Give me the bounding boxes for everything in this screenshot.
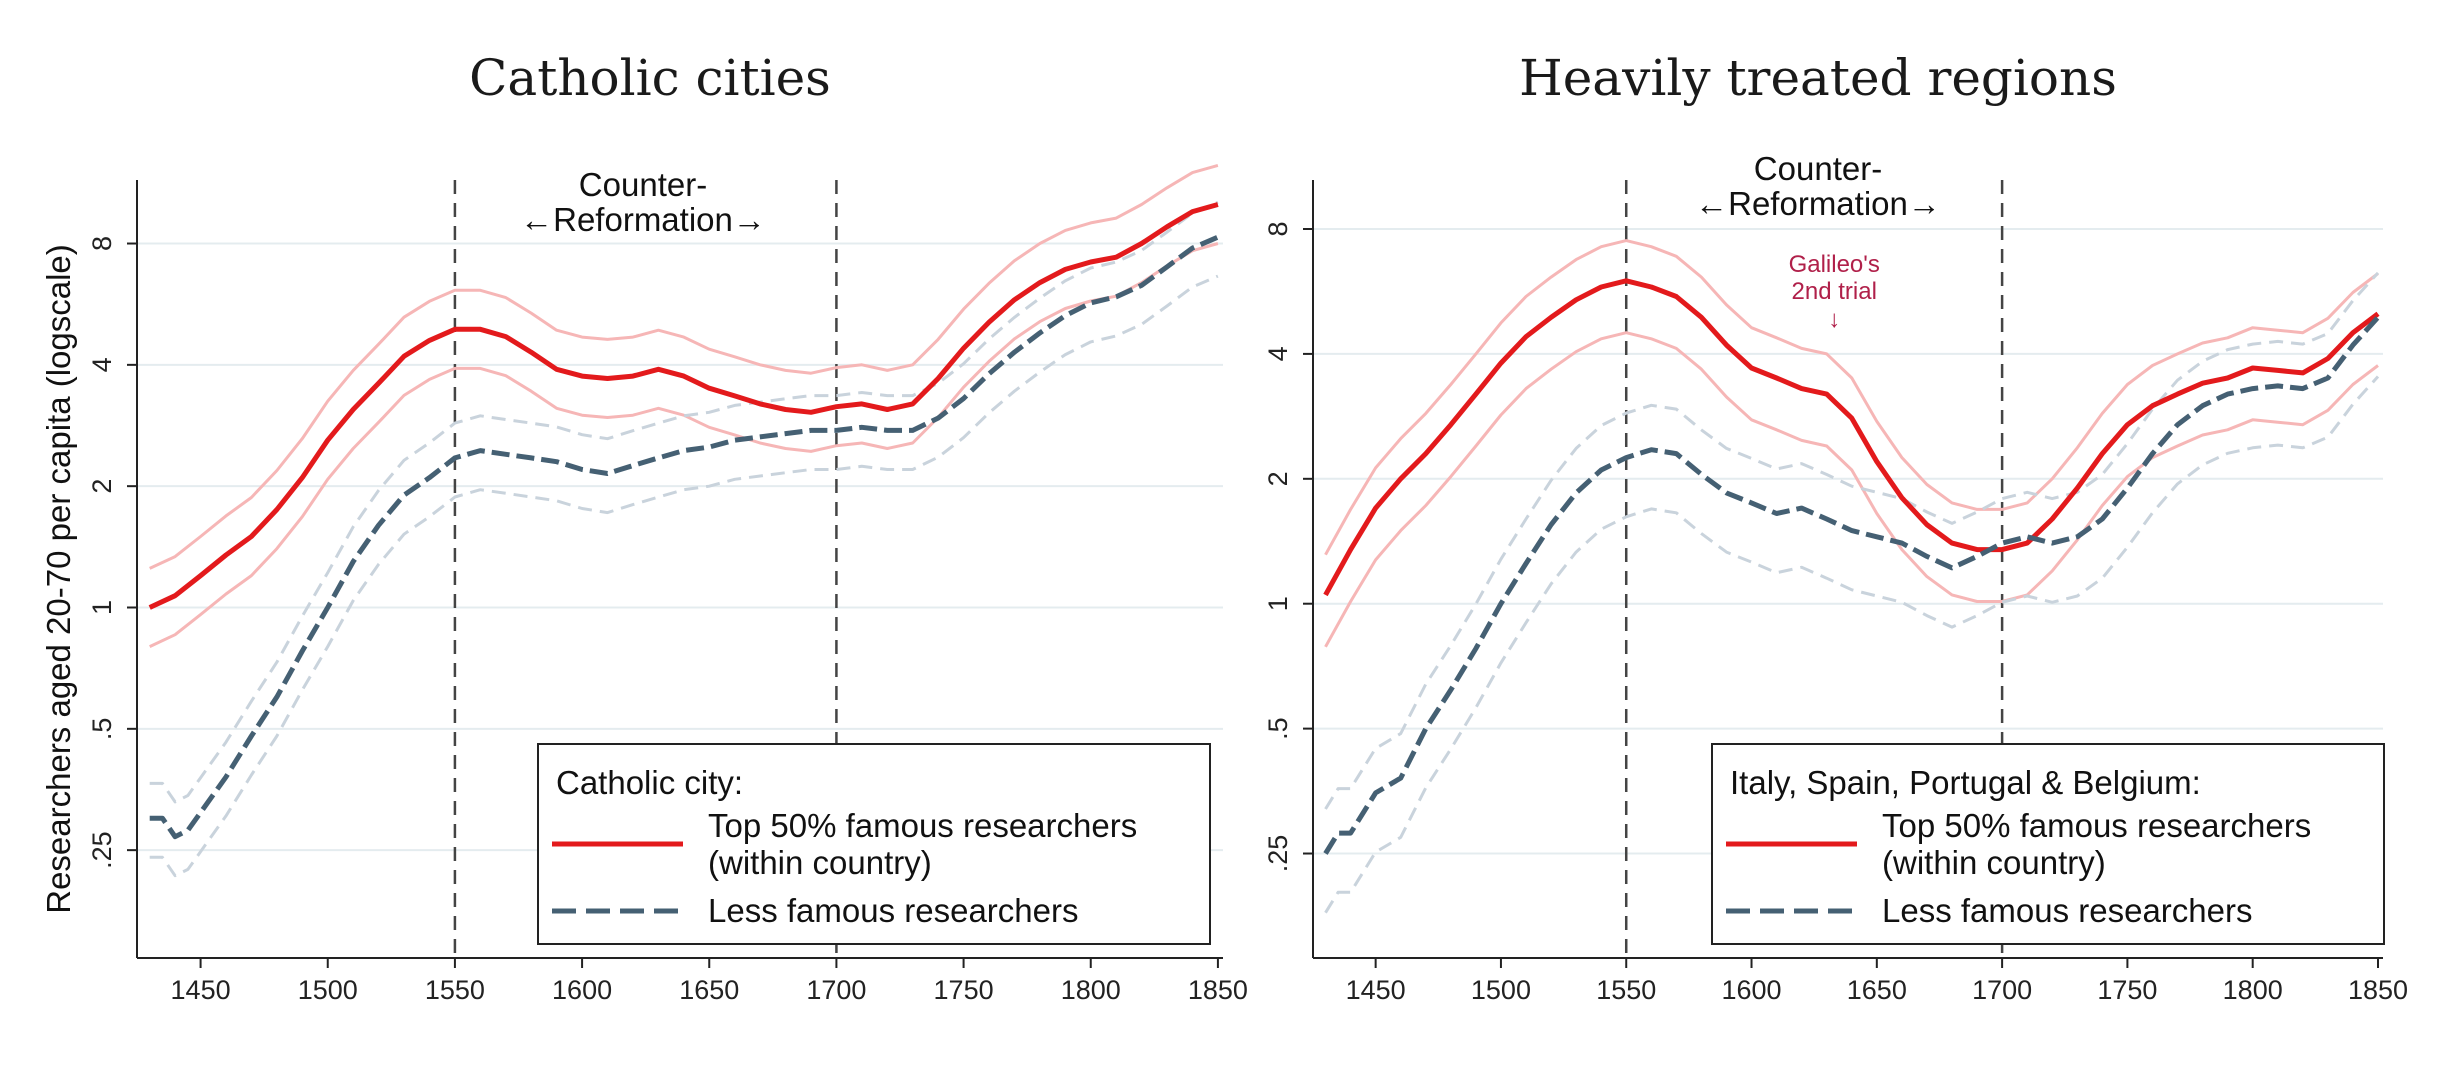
legend-title: Catholic city: [556, 764, 743, 801]
x-tick-label: 1700 [1972, 975, 2032, 1005]
annotation-reformation: ←Reformation→ [520, 201, 766, 238]
x-tick-label: 1550 [425, 975, 485, 1005]
x-tick-label: 1750 [2097, 975, 2157, 1005]
series-line-famous [148, 202, 1219, 610]
series-line-less-famous [1323, 315, 2380, 855]
y-tick-label: 8 [1263, 221, 1293, 236]
x-tick-label: 1650 [679, 975, 739, 1005]
panel-title: Heavily treated regions [1519, 49, 2117, 107]
annotation-counter: Counter- [1754, 150, 1882, 187]
confidence-band-line [149, 163, 1219, 570]
panel-title: Catholic cities [469, 49, 831, 107]
y-tick-label: 8 [87, 236, 117, 251]
legend-label-less-famous: Less famous researchers [1882, 892, 2253, 929]
annotation-reformation: ←Reformation→ [1695, 185, 1941, 222]
x-tick-label: 1800 [1061, 975, 1121, 1005]
series-line-famous [1323, 278, 2380, 597]
panel-catholic-cities: Catholic cities Counter-←Reformation→ 1450… [40, 49, 1248, 1005]
y-tick-label: .25 [87, 831, 117, 869]
series-line-less-famous [149, 234, 1219, 840]
confidence-band-line [1324, 271, 2380, 810]
x-tick-label: 1600 [552, 975, 612, 1005]
y-tick-label: 2 [1263, 471, 1293, 486]
event-arrow: ↓ [1828, 306, 1840, 333]
confidence-band-line [149, 200, 1219, 804]
y-tick-label: 1 [1263, 596, 1293, 611]
confidence-band-line [1324, 239, 2379, 556]
annotation-counter: Counter- [579, 166, 707, 203]
x-tick-label: 1450 [1346, 975, 1406, 1005]
confidence-band-line [1324, 331, 2379, 648]
x-tick-label: 1700 [806, 975, 866, 1005]
x-tick-label: 1800 [2223, 975, 2283, 1005]
y-tick-label: .25 [1263, 835, 1293, 873]
confidence-band-line [1324, 375, 2380, 914]
event-label-line1: Galileo's [1789, 251, 1880, 278]
confidence-band-line [149, 242, 1219, 648]
legend-label-famous: Top 50% famous researchers [708, 807, 1137, 844]
y-tick-label: 1 [87, 600, 117, 615]
legend-label-famous-sub: (within country) [1882, 844, 2106, 881]
y-axis-label: Researchers aged 20-70 per capita (logsc… [40, 244, 77, 914]
y-tick-label: 4 [87, 357, 117, 372]
legend-title: Italy, Spain, Portugal & Belgium: [1730, 764, 2201, 801]
x-tick-label: 1650 [1847, 975, 1907, 1005]
x-tick-label: 1850 [2348, 975, 2408, 1005]
x-tick-label: 1550 [1596, 975, 1656, 1005]
event-label-line2: 2nd trial [1792, 278, 1877, 305]
y-tick-label: 2 [87, 479, 117, 494]
legend-label-less-famous: Less famous researchers [708, 892, 1079, 929]
legend-label-famous-sub: (within country) [708, 844, 932, 881]
x-tick-label: 1500 [298, 975, 358, 1005]
x-tick-label: 1750 [934, 975, 994, 1005]
x-tick-label: 1500 [1471, 975, 1531, 1005]
x-tick-label: 1600 [1721, 975, 1781, 1005]
panel-heavily-treated-regions: Heavily treated regions Counter-←Reformat… [1263, 49, 2408, 1005]
y-tick-label: .5 [1263, 717, 1293, 740]
x-tick-label: 1450 [171, 975, 231, 1005]
y-tick-label: .5 [87, 718, 117, 741]
x-tick-label: 1850 [1188, 975, 1248, 1005]
confidence-band-line [149, 274, 1219, 878]
legend-label-famous: Top 50% famous researchers [1882, 807, 2311, 844]
y-tick-label: 4 [1263, 346, 1293, 361]
